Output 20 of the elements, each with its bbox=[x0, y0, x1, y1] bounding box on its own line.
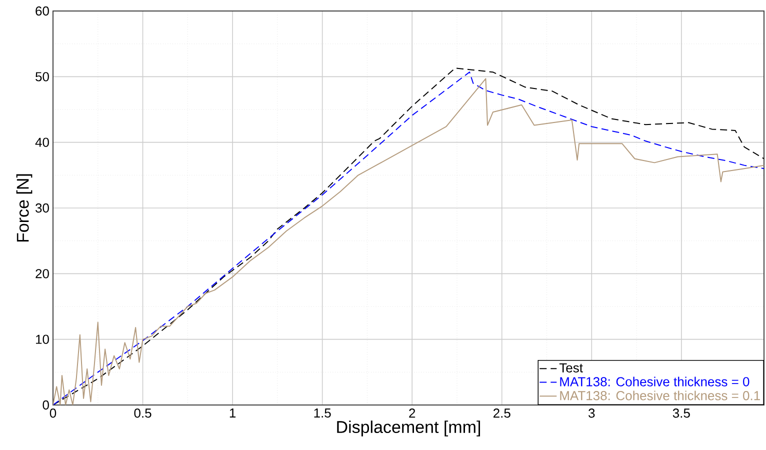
x-tick-label: 1.5 bbox=[314, 408, 331, 418]
x-tick-label: 2.5 bbox=[493, 408, 510, 418]
y-axis-title: Force [N] bbox=[16, 174, 32, 242]
y-tick-label: 0 bbox=[42, 400, 49, 410]
y-tick-label: 60 bbox=[36, 6, 49, 16]
x-axis-title: Displacement [mm] bbox=[337, 420, 480, 436]
legend-label: MAT138: Cohesive thickness = 0 bbox=[560, 376, 750, 386]
y-tick-label: 10 bbox=[36, 334, 49, 344]
x-tick-label: 3 bbox=[588, 408, 595, 418]
x-tick-label: 2 bbox=[409, 408, 416, 418]
y-tick-label: 20 bbox=[36, 269, 49, 278]
x-tick-label: 0 bbox=[50, 408, 56, 418]
legend-label: Test bbox=[559, 363, 583, 372]
legend-label: MAT138: Cohesive thickness = 0.1 bbox=[560, 390, 760, 400]
x-tick-label: 1 bbox=[230, 408, 236, 418]
y-tick-label: 50 bbox=[36, 72, 49, 82]
x-tick-label: 0.5 bbox=[134, 408, 152, 418]
x-tick-label: 3.5 bbox=[672, 408, 690, 418]
y-tick-label: 30 bbox=[36, 203, 49, 213]
y-tick-label: 40 bbox=[35, 138, 49, 147]
